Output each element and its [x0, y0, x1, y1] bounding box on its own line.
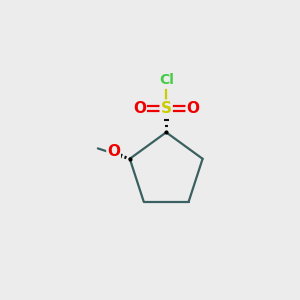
- Text: O: O: [186, 101, 199, 116]
- Text: O: O: [133, 101, 146, 116]
- Text: S: S: [161, 101, 172, 116]
- Text: O: O: [107, 145, 120, 160]
- Text: Cl: Cl: [159, 73, 174, 87]
